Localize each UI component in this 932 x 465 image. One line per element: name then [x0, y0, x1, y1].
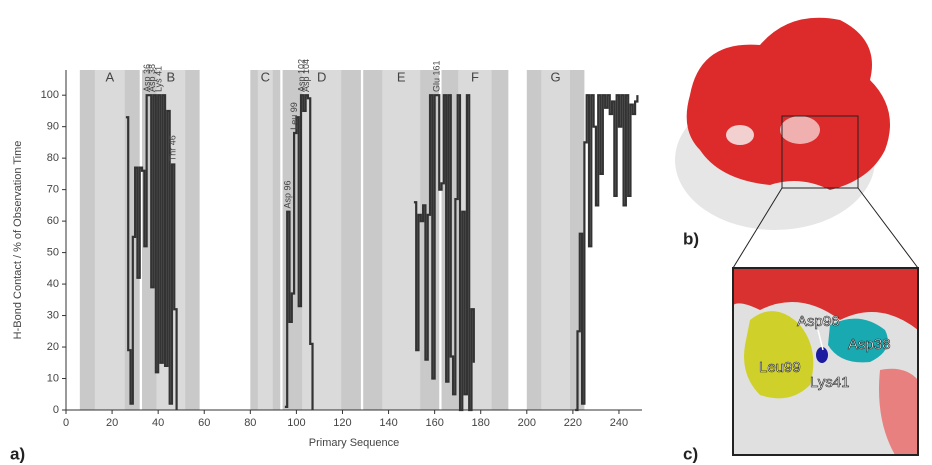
annotation: Asp 96 [283, 180, 293, 208]
annotation: Lys 41 [154, 66, 164, 92]
y-tick-label: 80 [47, 152, 59, 164]
y-tick-label: 70 [47, 184, 59, 196]
region-band-light [382, 70, 420, 410]
y-tick-label: 20 [47, 341, 59, 353]
region-label: E [397, 69, 406, 84]
x-tick-label: 80 [244, 417, 256, 429]
x-tick-label: 140 [379, 417, 397, 429]
inset-label: Asp38 [848, 336, 891, 353]
panel-label: c) [683, 444, 698, 463]
x-tick-label: 220 [564, 417, 582, 429]
x-tick-label: 200 [518, 417, 536, 429]
x-axis-label: Primary Sequence [309, 437, 400, 449]
inset-label: Lys41 [810, 374, 849, 391]
region-label: D [317, 69, 326, 84]
inset-label: Asp96 [797, 313, 840, 330]
x-tick-label: 100 [287, 417, 305, 429]
y-tick-label: 60 [47, 215, 59, 227]
y-tick-label: 0 [53, 404, 59, 416]
x-tick-label: 0 [63, 417, 69, 429]
annotation: Thr 46 [168, 135, 178, 161]
region-label: C [261, 69, 270, 84]
y-tick-label: 100 [41, 89, 59, 101]
x-tick-label: 20 [106, 417, 118, 429]
panel-label: b) [683, 229, 699, 248]
annotation: Glu 161 [431, 61, 441, 93]
region-label: A [105, 69, 114, 84]
region-label: G [551, 69, 561, 84]
region-band-light [95, 70, 125, 410]
y-tick-label: 30 [47, 309, 59, 321]
x-tick-label: 180 [472, 417, 490, 429]
x-tick-label: 120 [333, 417, 351, 429]
y-tick-label: 50 [47, 246, 59, 258]
x-tick-label: 60 [198, 417, 210, 429]
y-axis-label: H-Bond Contact / % of Observation Time [12, 141, 24, 340]
x-tick-label: 40 [152, 417, 164, 429]
annotation: Asp 104 [301, 59, 311, 92]
x-tick-label: 160 [425, 417, 443, 429]
region-band-light [541, 70, 570, 410]
x-tick-label: 240 [610, 417, 628, 429]
region-label: F [471, 69, 479, 84]
region-band-light [258, 70, 273, 410]
inset-label: Leu99 [759, 359, 801, 376]
protein-surface [675, 18, 918, 268]
y-tick-label: 90 [47, 121, 59, 133]
y-tick-label: 40 [47, 278, 59, 290]
region-band-light [302, 70, 341, 410]
annotation: Leu 99 [289, 102, 299, 130]
region-label: B [166, 69, 175, 84]
panel-label: a) [10, 444, 25, 463]
y-tick-label: 10 [47, 372, 59, 384]
figure: ABCDEFG020406080100120140160180200220240… [0, 0, 932, 465]
